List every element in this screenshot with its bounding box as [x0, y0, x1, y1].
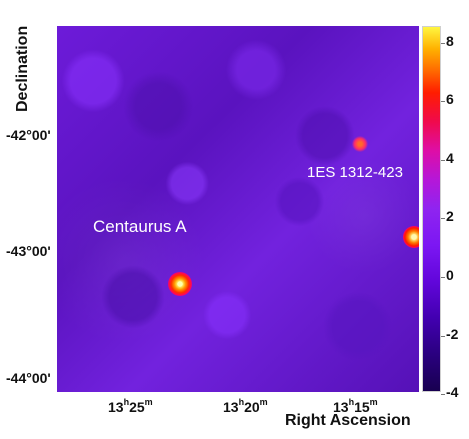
faint-hotspot [352, 136, 368, 152]
colorbar-tick-mark [441, 160, 445, 161]
1es-1312-423-hotspot [403, 226, 419, 248]
colorbar-tick-mark [441, 43, 445, 44]
significance-map [57, 26, 419, 392]
colorbar-tick-label: 6 [446, 91, 454, 107]
colorbar-tick-label: -4 [446, 384, 459, 400]
y-axis-title: Declination [14, 25, 31, 112]
colorbar-tick-mark [441, 394, 445, 395]
colorbar-tick-label: -2 [446, 326, 459, 342]
colorbar-tick-label: 4 [446, 150, 454, 166]
colorbar-tick-mark [441, 101, 445, 102]
colorbar-tick-mark [441, 277, 445, 278]
colorbar-tick-label: 8 [446, 33, 454, 49]
centaurus-a-hotspot [168, 272, 192, 296]
colorbar-tick-label: 0 [446, 267, 454, 283]
y-tick-label: -42°00' [6, 127, 51, 143]
colorbar-tick-mark [441, 336, 445, 337]
y-tick-label: -43°00' [6, 243, 51, 259]
x-tick-label: 13h25m [108, 397, 153, 415]
label-centaurus-a: Centaurus A [93, 217, 187, 236]
x-tick-label: 13h20m [223, 397, 268, 415]
x-axis-title: Right Ascension [285, 412, 411, 429]
background-fluctuations [57, 26, 419, 392]
colorbar [422, 26, 441, 392]
colorbar-tick-label: 2 [446, 208, 454, 224]
label-1es-1312-423: 1ES 1312-423 [307, 164, 403, 181]
x-tick-label: 13h15m [333, 397, 378, 415]
colorbar-tick-mark [441, 218, 445, 219]
y-tick-label: -44°00' [6, 370, 51, 386]
